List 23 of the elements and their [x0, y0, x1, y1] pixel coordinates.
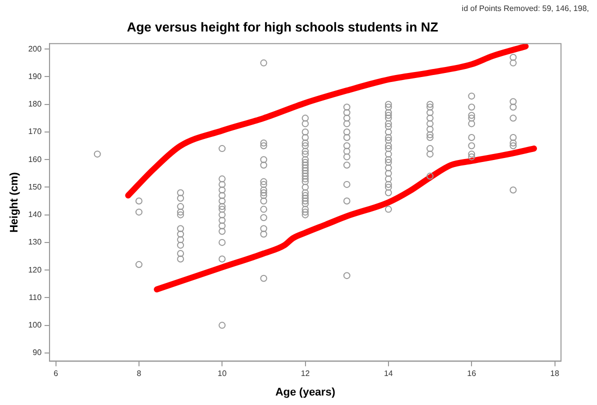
y-tick-label: 170	[28, 127, 42, 136]
y-tick-label: 130	[28, 238, 42, 247]
y-tick-label: 190	[28, 72, 42, 81]
x-tick-label: 12	[300, 369, 310, 378]
x-axis-title: Age (years)	[275, 386, 336, 398]
x-tick-label: 16	[467, 369, 477, 378]
y-tick-label: 160	[28, 154, 42, 164]
y-tick-label: 140	[28, 210, 42, 220]
y-tick-label: 100	[28, 320, 42, 330]
y-tick-label: 90	[32, 348, 42, 358]
y-axis-title: Height (cm)	[8, 172, 21, 233]
y-tick-label: 180	[28, 100, 42, 109]
x-tick-label: 8	[136, 369, 142, 378]
y-tick-label: 200	[28, 44, 42, 54]
y-tick-label: 110	[28, 292, 42, 302]
text: id of Points Removed: 59, 146, 198,	[462, 4, 589, 13]
x-tick-label: 10	[218, 369, 228, 378]
x-tick-label: 18	[550, 369, 560, 378]
y-tick-label: 120	[28, 265, 42, 274]
x-tick-label: 14	[384, 369, 394, 378]
y-tick-label: 150	[28, 182, 42, 192]
chart-title: Age versus height for high schools students in NZ	[126, 19, 438, 34]
x-tick-label: 6	[54, 369, 59, 378]
